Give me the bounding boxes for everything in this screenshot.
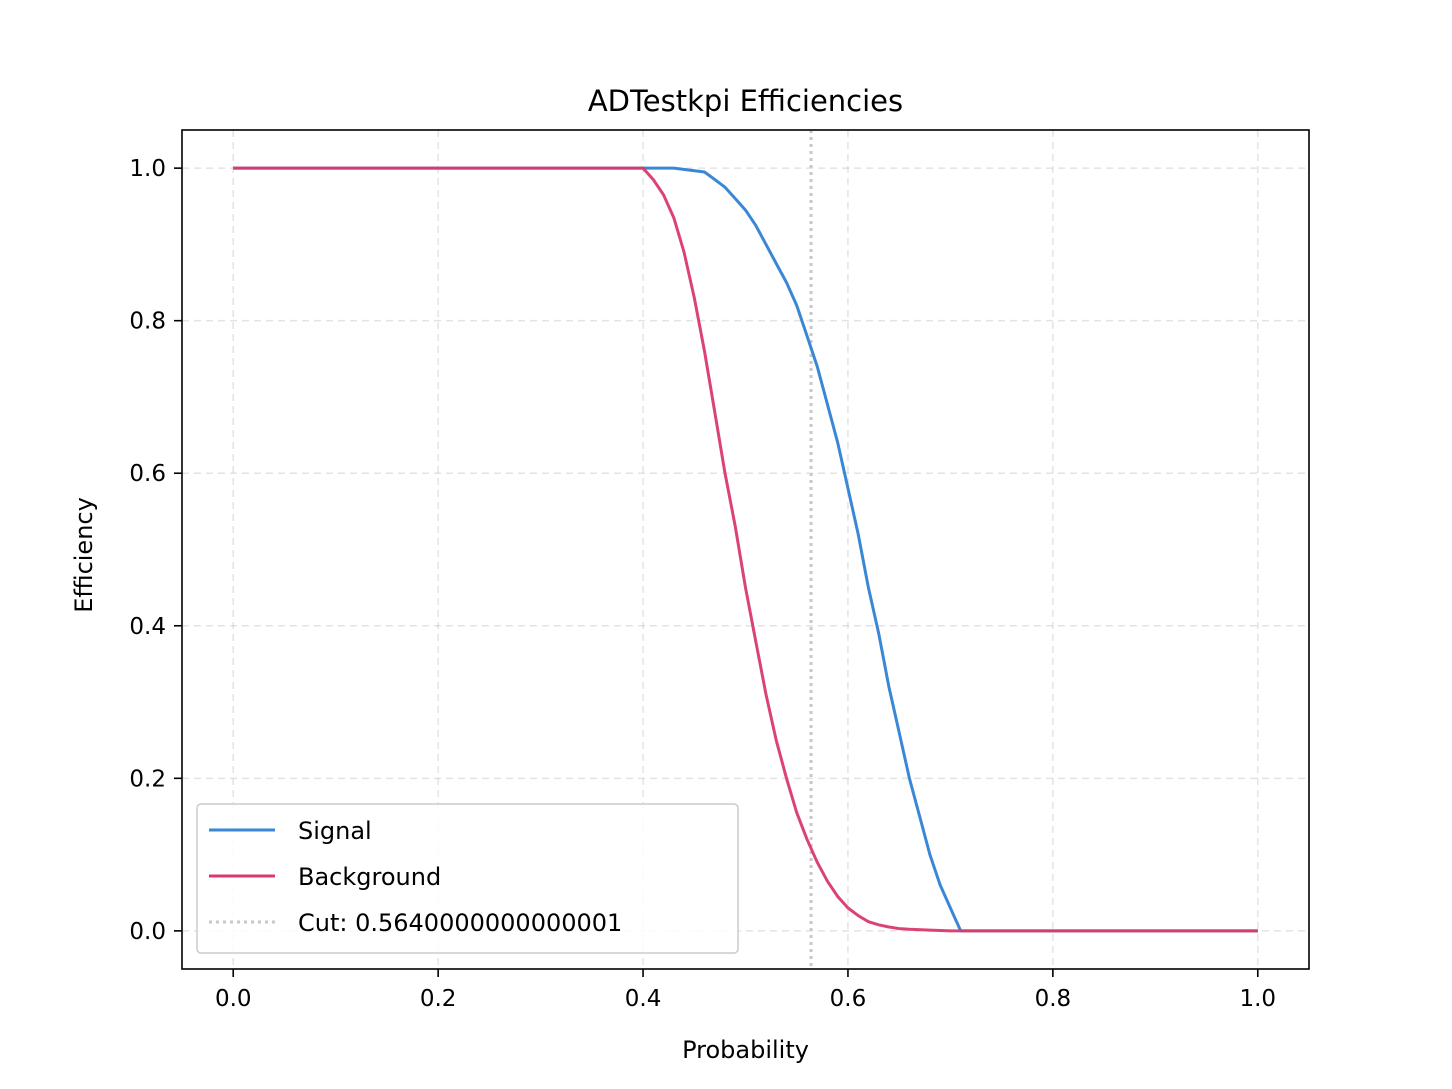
x-tick-label: 0.4 [625,986,662,1012]
x-tick-label: 0.8 [1035,986,1072,1012]
x-axis-label: Probability [682,1036,809,1064]
y-axis-label: Efficiency [70,497,98,613]
series-line-background [233,166,1258,933]
tick-layer: 0.0 0.2 0.4 0.6 0.8 1.0 0.0 0.2 0.4 0.6 0.8 1.0 [129,156,1276,1012]
y-tick-label: 0.6 [129,461,166,487]
x-tick-label: 0.0 [215,986,252,1012]
y-tick-label: 0.4 [129,614,166,640]
legend-label-background: Background [298,863,441,891]
chart-title: ADTestkpi Efficiencies [588,84,903,118]
x-tick-label: 1.0 [1239,986,1276,1012]
legend-box [196,803,739,954]
y-tick-label: 0.2 [129,766,166,792]
x-tick-label: 0.2 [420,986,457,1012]
series-line-signal [233,166,1258,933]
series-layer [233,166,1258,933]
x-tick-label: 0.6 [830,986,867,1012]
y-tick-label: 0.0 [129,919,166,945]
legend-label-cut: Cut: 0.5640000000000001 [298,909,622,937]
y-tick-label: 1.0 [129,156,166,182]
y-tick-label: 0.8 [129,309,166,335]
legend-label-signal: Signal [298,817,372,845]
plot-frame [181,129,1310,970]
legend: Signal Background Cut: 0.564000000000000… [196,803,739,954]
